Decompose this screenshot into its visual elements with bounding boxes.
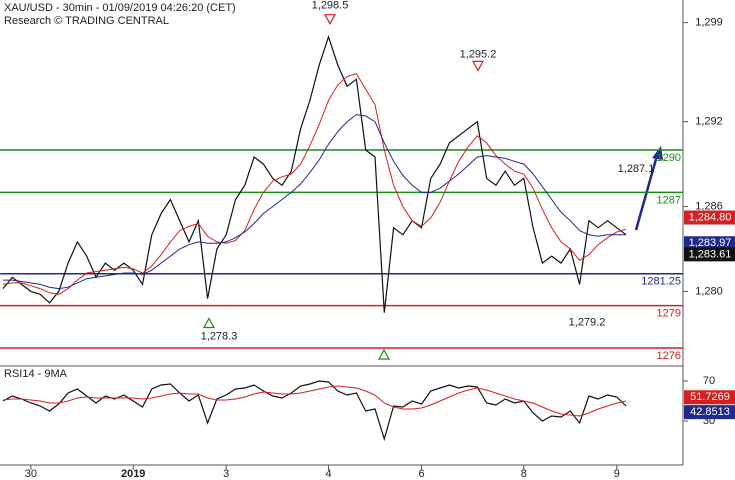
x-tick-label: 30 bbox=[25, 468, 37, 480]
annotation-label: 1,298.5 bbox=[312, 0, 349, 12]
trough-marker bbox=[377, 348, 391, 360]
chart-title: XAU/USD - 30min - 01/09/2019 04:26:20 (C… bbox=[4, 2, 236, 14]
y-tick-label: 1,299 bbox=[695, 17, 723, 29]
price-tag bbox=[684, 405, 735, 420]
y-tick-label: 70 bbox=[703, 375, 715, 387]
annotation-label: 1,295.2 bbox=[460, 48, 497, 60]
x-tick-label: 2019 bbox=[121, 468, 145, 480]
x-tick-label: 4 bbox=[325, 468, 331, 480]
price-tag-label: 1,283.61 bbox=[689, 248, 732, 260]
price-tag bbox=[684, 390, 735, 405]
level-label: 1287 bbox=[657, 194, 681, 206]
price-tag bbox=[684, 210, 735, 225]
y-tick-label: 1,286 bbox=[695, 200, 723, 212]
trough-marker bbox=[202, 317, 216, 329]
level-label: 1279 bbox=[657, 307, 681, 319]
average-line bbox=[2, 385, 627, 417]
x-tick-label: 3 bbox=[223, 468, 229, 480]
series-line bbox=[2, 380, 627, 442]
level-label: 1281.25 bbox=[641, 276, 681, 288]
price-tag-label: 1,283.97 bbox=[689, 237, 732, 249]
peak-marker bbox=[471, 60, 485, 72]
price-tag bbox=[684, 236, 735, 251]
y-tick-label: 1,292 bbox=[695, 116, 723, 128]
x-tick-label: 8 bbox=[521, 468, 527, 480]
price-tag-label: 1,284.80 bbox=[689, 211, 732, 223]
average-line bbox=[2, 73, 627, 295]
x-tick-label: 6 bbox=[418, 468, 424, 480]
price-tag-label: 42.8513 bbox=[690, 406, 730, 418]
price-tag-label: 51.7269 bbox=[690, 391, 730, 403]
annotation-label: 1,279.2 bbox=[569, 317, 606, 329]
x-tick-label: 9 bbox=[614, 468, 620, 480]
rsi-title: RSI14 - 9MA bbox=[4, 368, 68, 380]
peak-marker bbox=[323, 14, 337, 25]
average-line bbox=[3, 114, 627, 290]
y-tick-label: 1,280 bbox=[695, 285, 723, 297]
series-line bbox=[2, 34, 627, 313]
annotation-label: 1,287.1 bbox=[618, 163, 655, 175]
chart-subtitle: Research © TRADING CENTRAL bbox=[4, 15, 169, 27]
price-tag bbox=[684, 247, 735, 262]
level-label: 1290 bbox=[657, 152, 681, 164]
annotation-label: 1,278.3 bbox=[201, 330, 238, 342]
projection-arrow bbox=[634, 151, 660, 231]
level-label: 1276 bbox=[657, 350, 681, 362]
